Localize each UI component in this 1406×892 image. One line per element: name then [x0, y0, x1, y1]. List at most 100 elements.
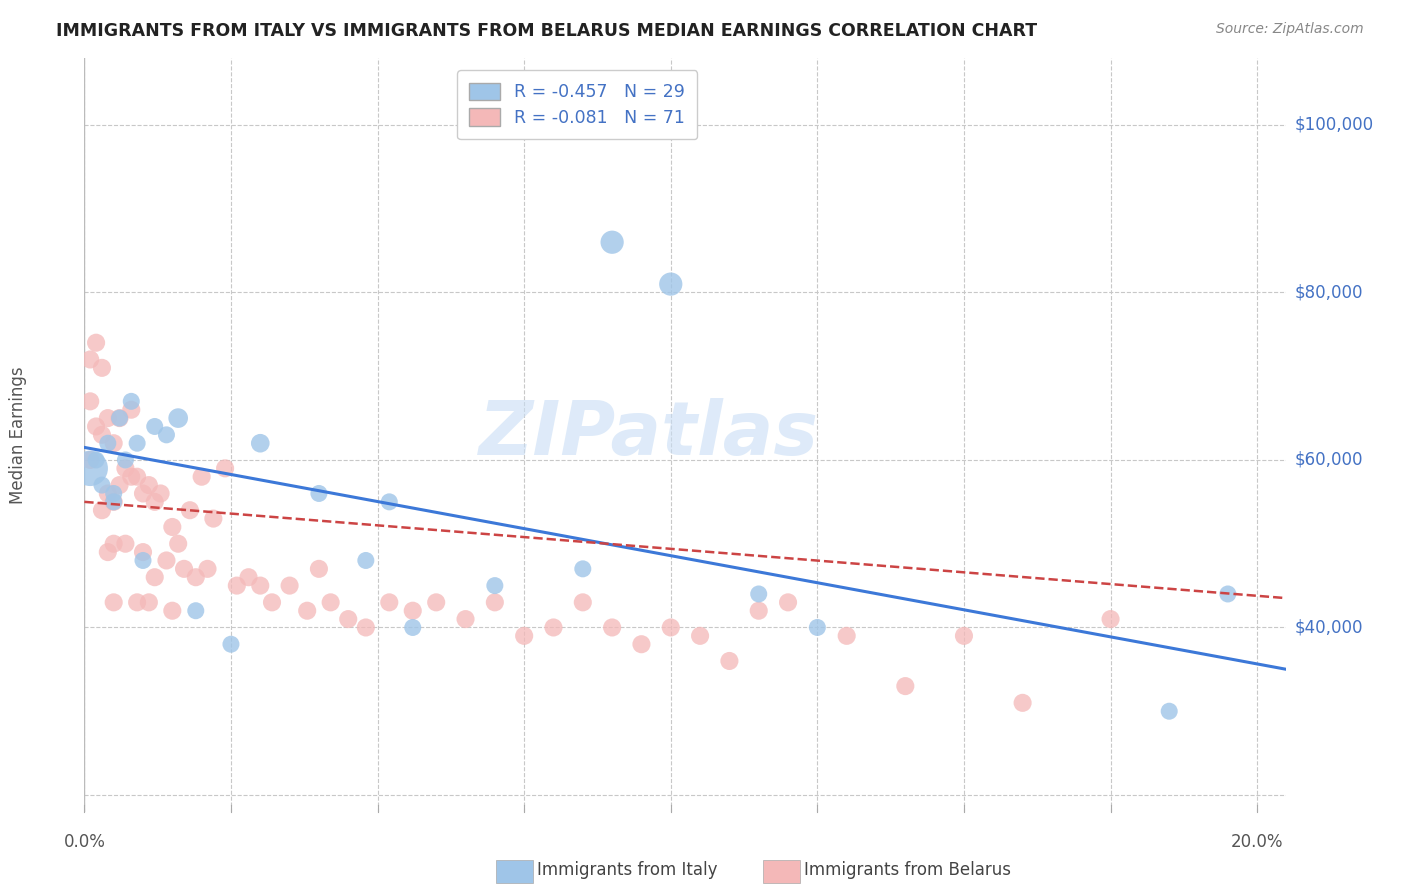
Text: $80,000: $80,000 — [1295, 284, 1364, 301]
Point — [120, 469, 142, 483]
Point — [572, 595, 595, 609]
Point — [97, 436, 120, 450]
Point — [202, 511, 225, 525]
Point — [97, 486, 120, 500]
Point — [79, 394, 101, 409]
Point — [513, 629, 536, 643]
Point — [806, 620, 828, 634]
Point — [127, 436, 149, 450]
Point — [179, 503, 201, 517]
Point — [354, 620, 377, 634]
Point — [97, 411, 120, 425]
Point — [79, 352, 101, 367]
Point — [103, 495, 125, 509]
Point — [249, 436, 271, 450]
Point — [108, 411, 131, 425]
Point — [184, 570, 207, 584]
Point — [143, 495, 166, 509]
Point — [91, 360, 114, 375]
Point — [278, 578, 301, 592]
Point — [114, 537, 136, 551]
Point — [79, 453, 101, 467]
Point — [103, 595, 125, 609]
Point — [659, 277, 682, 291]
Point — [132, 545, 155, 559]
Point — [1216, 587, 1239, 601]
Point — [214, 461, 236, 475]
Legend: R = -0.457   N = 29, R = -0.081   N = 71: R = -0.457 N = 29, R = -0.081 N = 71 — [457, 70, 697, 139]
Point — [114, 453, 136, 467]
Point — [748, 587, 770, 601]
Point — [84, 335, 107, 350]
Point — [953, 629, 976, 643]
Point — [143, 419, 166, 434]
Text: $40,000: $40,000 — [1295, 618, 1364, 637]
Point — [190, 469, 212, 483]
Text: IMMIGRANTS FROM ITALY VS IMMIGRANTS FROM BELARUS MEDIAN EARNINGS CORRELATION CHA: IMMIGRANTS FROM ITALY VS IMMIGRANTS FROM… — [56, 22, 1038, 40]
Point — [103, 537, 125, 551]
Point — [572, 562, 595, 576]
Point — [114, 461, 136, 475]
Point — [295, 604, 318, 618]
Text: Median Earnings: Median Earnings — [10, 366, 27, 504]
Point — [238, 570, 260, 584]
Point — [402, 604, 425, 618]
Point — [97, 545, 120, 559]
Point — [308, 562, 330, 576]
Point — [173, 562, 195, 576]
Point — [132, 486, 155, 500]
Text: 20.0%: 20.0% — [1230, 832, 1284, 851]
Point — [319, 595, 342, 609]
Point — [835, 629, 858, 643]
Point — [149, 486, 172, 500]
Text: $60,000: $60,000 — [1295, 451, 1364, 469]
Text: Immigrants from Italy: Immigrants from Italy — [537, 861, 717, 879]
Point — [79, 461, 101, 475]
Point — [91, 503, 114, 517]
Point — [225, 578, 247, 592]
Point — [484, 595, 506, 609]
Point — [162, 604, 184, 618]
Point — [659, 620, 682, 634]
Point — [167, 411, 190, 425]
Point — [108, 478, 131, 492]
Point — [600, 235, 623, 250]
Point — [143, 570, 166, 584]
Text: Immigrants from Belarus: Immigrants from Belarus — [804, 861, 1011, 879]
Point — [162, 520, 184, 534]
Point — [1011, 696, 1033, 710]
Point — [103, 436, 125, 450]
Point — [167, 537, 190, 551]
Point — [84, 419, 107, 434]
Point — [543, 620, 565, 634]
Point — [84, 453, 107, 467]
Point — [91, 478, 114, 492]
Point — [308, 486, 330, 500]
Point — [155, 553, 177, 567]
Text: $100,000: $100,000 — [1295, 116, 1374, 134]
Point — [718, 654, 741, 668]
Point — [249, 578, 271, 592]
Point — [630, 637, 652, 651]
Point — [776, 595, 799, 609]
Point — [127, 595, 149, 609]
Point — [484, 578, 506, 592]
Point — [120, 402, 142, 417]
Point — [219, 637, 242, 651]
Point — [1099, 612, 1122, 626]
Point — [894, 679, 917, 693]
Point — [600, 620, 623, 634]
Point — [378, 595, 401, 609]
Point — [184, 604, 207, 618]
Point — [138, 595, 160, 609]
Point — [260, 595, 283, 609]
Point — [197, 562, 219, 576]
Point — [337, 612, 360, 626]
Point — [425, 595, 447, 609]
Point — [402, 620, 425, 634]
Point — [103, 495, 125, 509]
Point — [103, 486, 125, 500]
Point — [91, 427, 114, 442]
Point — [132, 553, 155, 567]
Point — [108, 411, 131, 425]
